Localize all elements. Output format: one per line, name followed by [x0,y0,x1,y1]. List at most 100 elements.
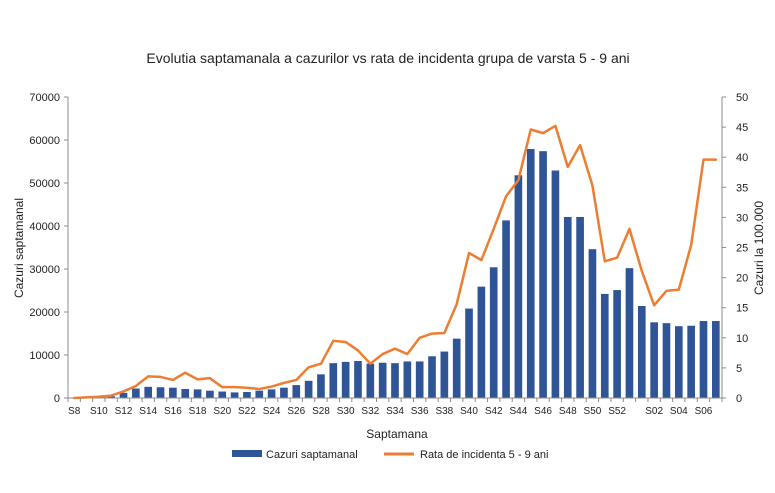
bar [453,339,461,398]
bar [428,356,436,398]
bar [700,321,708,398]
bar [404,361,412,398]
x-tick-label: S18 [189,406,207,417]
y-right-tick-label: 30 [736,212,748,224]
x-tick-label: S48 [559,406,577,417]
bar [601,294,609,398]
y-left-tick-label: 40000 [29,221,60,233]
bar [379,363,387,398]
bar [218,392,226,398]
x-tick-label: S38 [435,406,453,417]
bar [527,149,535,398]
x-tick-label: S02 [645,406,663,417]
y-left-tick-label: 20000 [29,307,60,319]
bar [638,306,646,398]
bar [243,392,251,398]
y-axis-left-label: Cazuri saptamanal [12,198,26,298]
x-tick-label: S32 [361,406,379,417]
bar [687,326,695,398]
bar [354,361,362,398]
x-tick-label: S42 [485,406,503,417]
bar [465,309,473,398]
bar [292,385,300,398]
bar [564,217,572,398]
legend-label-line: Rata de incidenta 5 - 9 ani [420,449,548,461]
y-right-tick-label: 35 [736,182,748,194]
y-axis-left-ticks: 0 10000 20000 30000 40000 50000 60000 70000 [29,92,68,405]
bar [478,287,486,398]
bar [490,267,498,398]
bar [675,326,683,398]
y-left-tick-label: 10000 [29,350,60,362]
bar [157,387,165,398]
bar [539,151,547,398]
x-tick-label: S24 [263,406,281,417]
y-right-tick-label: 50 [736,92,748,104]
y-right-tick-label: 10 [736,333,748,345]
x-tick-label: S50 [584,406,602,417]
y-left-tick-label: 60000 [29,135,60,147]
x-tick-label: S8 [68,406,81,417]
bar [206,391,214,398]
bar [576,217,584,398]
x-tick-label: S06 [695,406,713,417]
bar [329,363,337,398]
x-tick-label: S16 [164,406,182,417]
bar [144,387,152,398]
bar [391,363,399,398]
bar [416,361,424,398]
axes [68,97,722,398]
x-tick-label: S20 [213,406,231,417]
bar [613,290,621,398]
x-tick-label: S34 [386,406,404,417]
bar [194,389,202,398]
x-tick-label: S46 [534,406,552,417]
x-tick-label: S22 [238,406,256,417]
x-tick-label: S44 [509,406,527,417]
bar [280,388,288,398]
y-left-tick-label: 0 [54,393,60,405]
bar [231,392,239,398]
x-tick-label: S30 [337,406,355,417]
bar [589,249,597,398]
chart-title: Evolutia saptamanala a cazurilor vs rata… [146,50,629,66]
bar [515,175,523,398]
y-left-tick-label: 70000 [29,92,60,104]
bar [169,388,177,398]
x-tick-label: S26 [287,406,305,417]
bar [181,389,189,398]
x-tick-label: S14 [139,406,157,417]
x-tick-label: S28 [312,406,330,417]
bar [626,268,634,398]
bar [268,389,276,398]
y-axis-right-label: Cazuri la 100.000 [752,201,766,295]
legend: Cazuri saptamanal Rata de incidenta 5 - … [232,449,548,461]
y-right-tick-label: 20 [736,273,748,285]
bar [712,321,720,398]
y-right-tick-label: 40 [736,152,748,164]
y-right-tick-label: 5 [736,363,742,375]
bar [255,391,263,398]
y-right-tick-label: 45 [736,122,748,134]
x-tick-label: S52 [608,406,626,417]
bar [342,362,350,398]
bar [317,374,325,398]
bar [502,220,510,398]
y-left-tick-label: 30000 [29,264,60,276]
x-axis-label: Saptamana [366,427,428,441]
bar-series [70,149,719,398]
y-left-tick-label: 50000 [29,178,60,190]
legend-label-bar: Cazuri saptamanal [266,449,358,461]
y-right-tick-label: 0 [736,393,742,405]
bar [132,389,140,398]
bar [650,322,658,398]
bar [367,364,375,398]
bar [552,171,560,398]
x-tick-label: S12 [115,406,133,417]
x-tick-label: S40 [460,406,478,417]
bar [305,381,313,398]
